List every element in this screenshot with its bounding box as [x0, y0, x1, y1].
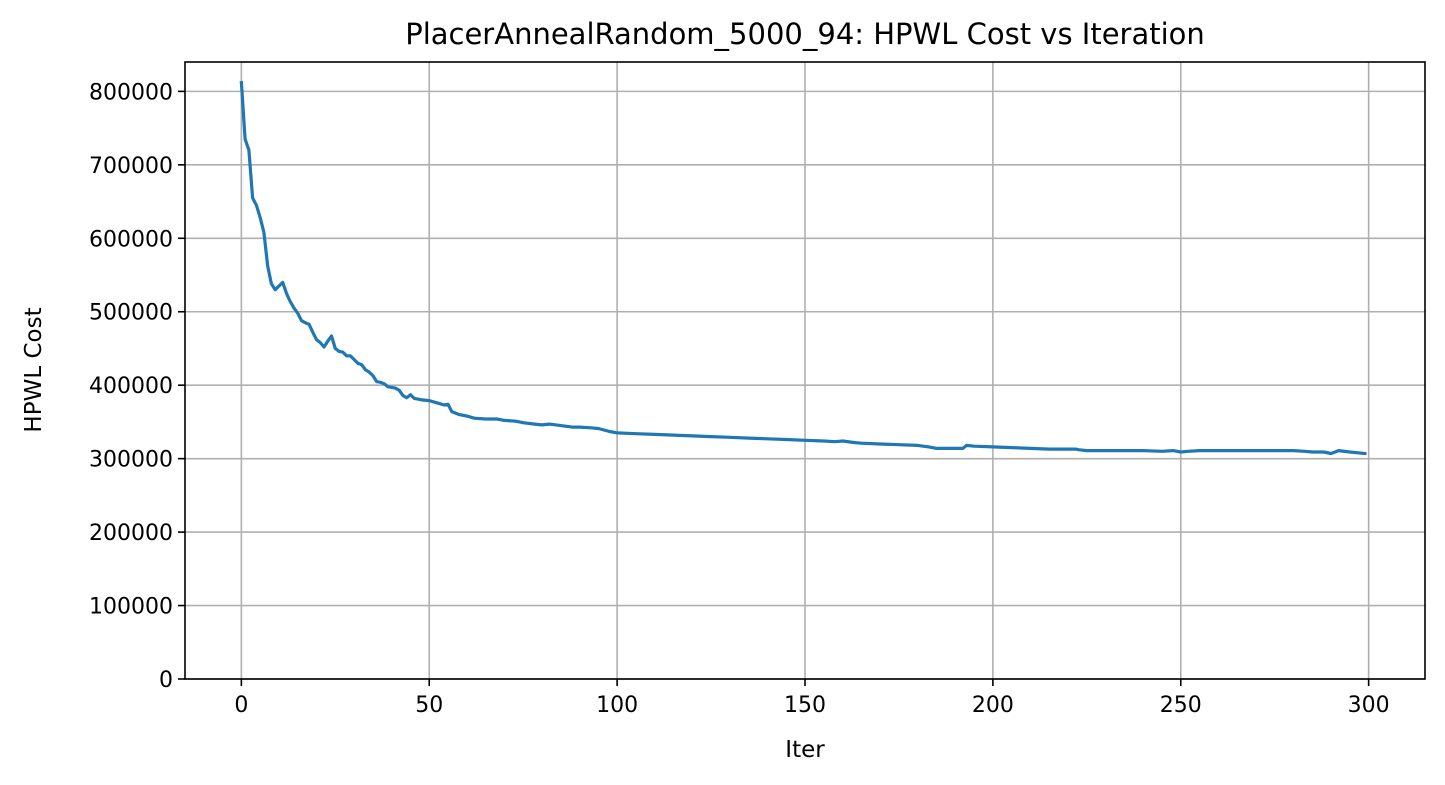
x-tick-label: 0: [234, 693, 248, 718]
y-tick-label: 600000: [89, 227, 173, 252]
y-tick-label: 700000: [89, 154, 173, 179]
x-axis-label: Iter: [785, 737, 825, 763]
y-axis-label: HPWL Cost: [21, 307, 47, 432]
y-tick-label: 800000: [89, 80, 173, 105]
y-tick-label: 100000: [89, 595, 173, 620]
y-tick-label: 300000: [89, 448, 173, 473]
axis-ticks: 0 50 100 150 200 250 300 0 100000 200000 300000 400…: [89, 80, 1390, 718]
grid-lines: [185, 62, 1425, 680]
y-tick-label: 400000: [89, 374, 173, 399]
y-tick-label: 500000: [89, 301, 173, 326]
x-tick-label: 250: [1160, 693, 1202, 718]
series-layer: [239, 80, 1367, 456]
series-line-hpwl-cost: [239, 80, 1367, 456]
x-tick-label: 50: [415, 693, 443, 718]
x-tick-label: 200: [972, 693, 1014, 718]
x-tick-label: 150: [784, 693, 826, 718]
y-tick-label: 0: [159, 668, 173, 693]
x-tick-label: 100: [596, 693, 638, 718]
chart-title: PlacerAnnealRandom_5000_94: HPWL Cost vs…: [405, 17, 1205, 51]
y-tick-label: 200000: [89, 521, 173, 546]
x-tick-label: 300: [1348, 693, 1390, 718]
